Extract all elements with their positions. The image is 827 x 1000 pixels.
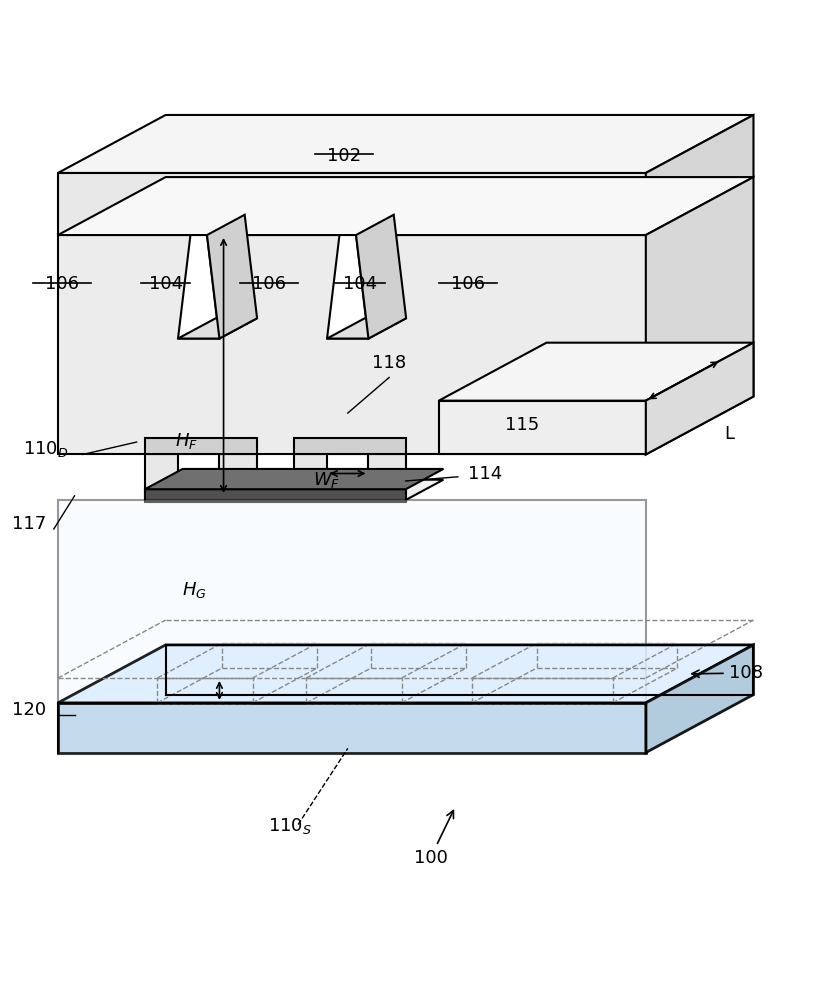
- Text: $H_G$: $H_G$: [182, 580, 207, 600]
- Text: 100: 100: [414, 811, 453, 867]
- Text: 120: 120: [12, 701, 46, 719]
- Polygon shape: [145, 489, 405, 502]
- Polygon shape: [368, 480, 443, 500]
- Polygon shape: [178, 318, 256, 339]
- Polygon shape: [645, 177, 753, 454]
- Polygon shape: [219, 480, 294, 500]
- Polygon shape: [58, 177, 753, 235]
- Text: $110_D$: $110_D$: [22, 439, 69, 459]
- Polygon shape: [645, 343, 753, 454]
- Text: 106: 106: [450, 275, 485, 293]
- Text: 117: 117: [12, 515, 46, 533]
- Polygon shape: [207, 215, 256, 339]
- Text: 115: 115: [504, 416, 538, 434]
- Polygon shape: [145, 480, 215, 500]
- Polygon shape: [58, 115, 753, 173]
- Text: $W_F$: $W_F$: [313, 470, 340, 490]
- Polygon shape: [645, 115, 753, 235]
- Polygon shape: [294, 480, 365, 500]
- Text: 108: 108: [691, 664, 762, 682]
- Polygon shape: [327, 318, 405, 339]
- Text: 104: 104: [148, 275, 183, 293]
- Polygon shape: [645, 645, 753, 753]
- Text: L: L: [724, 425, 734, 443]
- Polygon shape: [438, 343, 753, 401]
- Polygon shape: [58, 645, 753, 703]
- Text: $H_F$: $H_F$: [174, 431, 198, 451]
- Text: 118: 118: [371, 354, 406, 372]
- Polygon shape: [58, 703, 645, 753]
- Text: 102: 102: [326, 147, 361, 165]
- Polygon shape: [58, 645, 753, 703]
- Polygon shape: [58, 173, 645, 235]
- Text: $110_S$: $110_S$: [267, 816, 312, 836]
- Polygon shape: [178, 235, 219, 339]
- Polygon shape: [219, 454, 256, 500]
- Polygon shape: [145, 454, 178, 500]
- Polygon shape: [58, 500, 645, 703]
- Text: 114: 114: [467, 465, 501, 483]
- Polygon shape: [294, 438, 405, 454]
- Text: 106: 106: [251, 275, 286, 293]
- Text: 104: 104: [342, 275, 377, 293]
- Polygon shape: [145, 438, 256, 454]
- Polygon shape: [327, 235, 368, 339]
- Polygon shape: [294, 454, 327, 500]
- Polygon shape: [368, 454, 405, 500]
- Polygon shape: [145, 469, 443, 489]
- Polygon shape: [356, 215, 405, 339]
- Polygon shape: [58, 235, 645, 454]
- Text: 106: 106: [45, 275, 79, 293]
- Polygon shape: [645, 645, 753, 753]
- Polygon shape: [438, 401, 645, 454]
